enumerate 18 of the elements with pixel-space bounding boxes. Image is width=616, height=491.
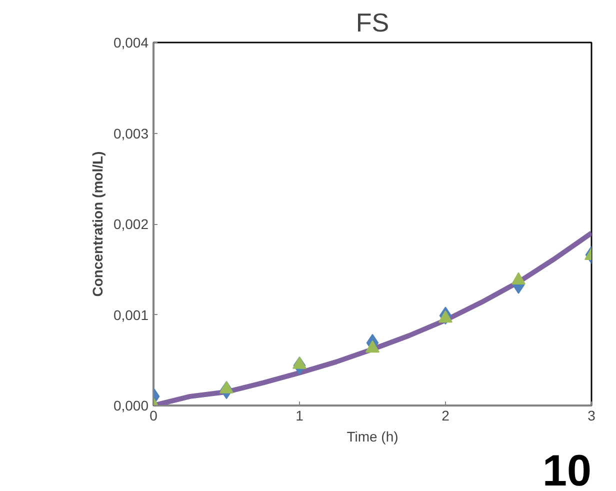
x-axis-title: Time (h) [346, 428, 398, 444]
point [438, 310, 452, 323]
text: 10 [542, 446, 592, 491]
x-tick-label: 3 [588, 408, 596, 424]
x-tick-label: 0 [150, 408, 158, 424]
y-tick-label: 0,004 [113, 34, 149, 50]
x-tick-label: 2 [442, 408, 450, 424]
y-tick-label: 0,000 [113, 398, 149, 414]
point [366, 340, 380, 353]
point [292, 356, 306, 369]
y-tick-label: 0,001 [113, 306, 149, 323]
point [220, 381, 234, 394]
y-tick-label: 0,003 [113, 125, 149, 142]
y-axis-title: Concentration (mol/L) [89, 151, 106, 297]
y-tick-label: 0,002 [113, 216, 149, 232]
chart-title: FS [356, 8, 390, 38]
point [512, 272, 526, 285]
x-tick-label: 1 [296, 408, 304, 424]
